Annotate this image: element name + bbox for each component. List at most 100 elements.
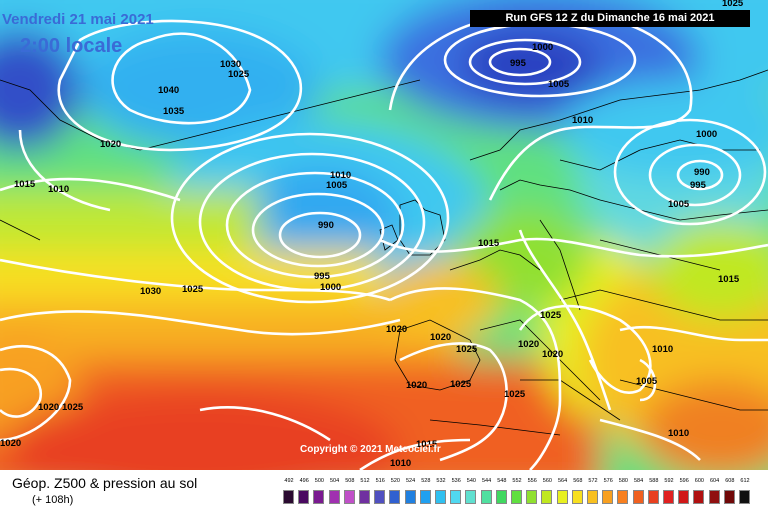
copyright-notice: Copyright © 2021 Meteociel.fr (300, 444, 441, 455)
isobar-label: 1020 (0, 438, 21, 449)
scale-value-label: 492 (284, 478, 294, 484)
scale-color-swatch (465, 490, 477, 504)
scale-value-label: 580 (618, 478, 628, 484)
scale-color-swatch (389, 490, 401, 504)
isobar-label: 1000 (532, 42, 553, 53)
isobar-label: 1030 (140, 286, 161, 297)
isobar-label: 1010 (668, 428, 689, 439)
scale-color-swatch (663, 490, 674, 504)
scale-value-label: 576 (603, 478, 613, 484)
scale-color-swatch (313, 490, 325, 504)
isobar-label: 1020 (518, 339, 539, 350)
isobar-label: 1020 (386, 324, 407, 335)
scale-color-swatch (495, 490, 507, 504)
isobar-label: 1015 (416, 439, 438, 450)
scale-color-swatch (283, 490, 294, 504)
scale-value-label: 524 (406, 478, 416, 484)
isobar-label: 1020 (38, 402, 59, 413)
isobar-label: 1025 (182, 284, 204, 295)
scale-value-label: 536 (451, 478, 461, 484)
isobar-label: 1025 (450, 379, 472, 390)
scale-value-label: 588 (649, 478, 659, 484)
isobar-label: 1025 (540, 310, 562, 321)
isobar-label: 1010 (48, 184, 69, 195)
isobar-label: 1035 (163, 106, 185, 117)
isobar-label: 1030 (220, 59, 241, 70)
scale-color-swatch (723, 490, 735, 504)
scale-color-swatch (602, 490, 614, 504)
model-run-banner: Run GFS 12 Z du Dimanche 16 mai 2021 (470, 10, 750, 27)
isobar-label: 1025 (456, 344, 478, 355)
isobar-label: 1025 (722, 0, 744, 9)
isobar-label: 1000 (320, 282, 341, 293)
scale-color-swatch (571, 490, 583, 504)
isobar-label: 1000 (696, 129, 717, 140)
isobar-label: 1025 (504, 389, 526, 400)
color-scale: 492 496 500 504 508 512 516 520 524 528 532 536 540 5… (283, 478, 754, 508)
scale-value-label: 604 (710, 478, 720, 484)
scale-value-label: 560 (542, 478, 552, 484)
scale-value-label: 532 (436, 478, 446, 484)
isobars (0, 10, 768, 470)
scale-color-swatch (328, 490, 340, 504)
scale-color-swatch (343, 490, 355, 504)
isobar-label: 1005 (668, 199, 690, 210)
scale-value-label: 548 (497, 478, 507, 484)
scale-value-label: 596 (679, 478, 689, 484)
scale-color-swatch (374, 490, 386, 504)
scale-color-swatch (480, 490, 492, 504)
forecast-date: Vendredi 21 mai 2021 (2, 11, 154, 28)
scale-value-label: 500 (314, 478, 324, 484)
isobar-label: 990 (318, 220, 334, 231)
isobar-label: 1020 (430, 332, 451, 343)
scale-color-swatch (526, 490, 538, 504)
scale-color-swatch (511, 490, 522, 504)
isobar-label: 995 (690, 180, 707, 191)
scale-color-swatch (404, 490, 416, 504)
scale-value-label: 564 (558, 478, 568, 484)
isobar-label: 1015 (718, 274, 740, 285)
isobar-label: 1005 (326, 180, 348, 191)
scale-value-label: 592 (664, 478, 674, 484)
scale-value-label: 512 (360, 478, 370, 484)
scale-value-label: 568 (573, 478, 583, 484)
isobar-label: 990 (694, 167, 710, 178)
scale-value-label: 552 (512, 478, 522, 484)
scale-color-swatch (632, 490, 644, 504)
scale-value-label: 528 (421, 478, 431, 484)
scale-color-swatch (693, 490, 705, 504)
scale-value-label: 520 (390, 478, 400, 484)
isobar-label: 1015 (478, 238, 500, 249)
forecast-local-time: 2:00 locale (20, 35, 123, 57)
pressure-geopotential-map: 1000 995 1005 1010 1000 990 995 1005 103… (0, 0, 768, 470)
isobar-label: 995 (510, 58, 527, 69)
isobar-label: 995 (314, 271, 331, 282)
scale-color-swatch (708, 490, 720, 504)
legend-subtitle: (+ 108h) (32, 494, 74, 506)
scale-color-swatch (647, 490, 659, 504)
scale-color-swatch (556, 490, 568, 504)
scale-value-label: 544 (482, 478, 492, 484)
isobar-label: 1010 (652, 344, 673, 355)
isobar-label: 1015 (14, 179, 36, 190)
scale-value-label: 508 (345, 478, 355, 484)
isobar-label: 1005 (548, 79, 570, 90)
scale-value-label: 496 (299, 478, 309, 484)
scale-value-label: 608 (725, 478, 735, 484)
scale-color-swatch (435, 490, 446, 504)
scale-value-label: 600 (694, 478, 704, 484)
scale-color-swatch (541, 490, 553, 504)
scale-color-swatch (617, 490, 629, 504)
scale-value-label: 556 (527, 478, 537, 484)
legend-title: Géop. Z500 & pression au sol (12, 475, 198, 491)
scale-color-swatch (678, 490, 690, 504)
scale-value-label: 612 (740, 478, 750, 484)
scale-value-label: 540 (466, 478, 476, 484)
isobar-label: 1010 (572, 115, 593, 126)
scale-color-swatch (587, 490, 598, 504)
isobar-label: 1020 (542, 349, 563, 360)
isobar-label: 1010 (390, 458, 411, 469)
isobar-label: 1025 (228, 69, 250, 80)
scale-color-swatch (450, 490, 462, 504)
